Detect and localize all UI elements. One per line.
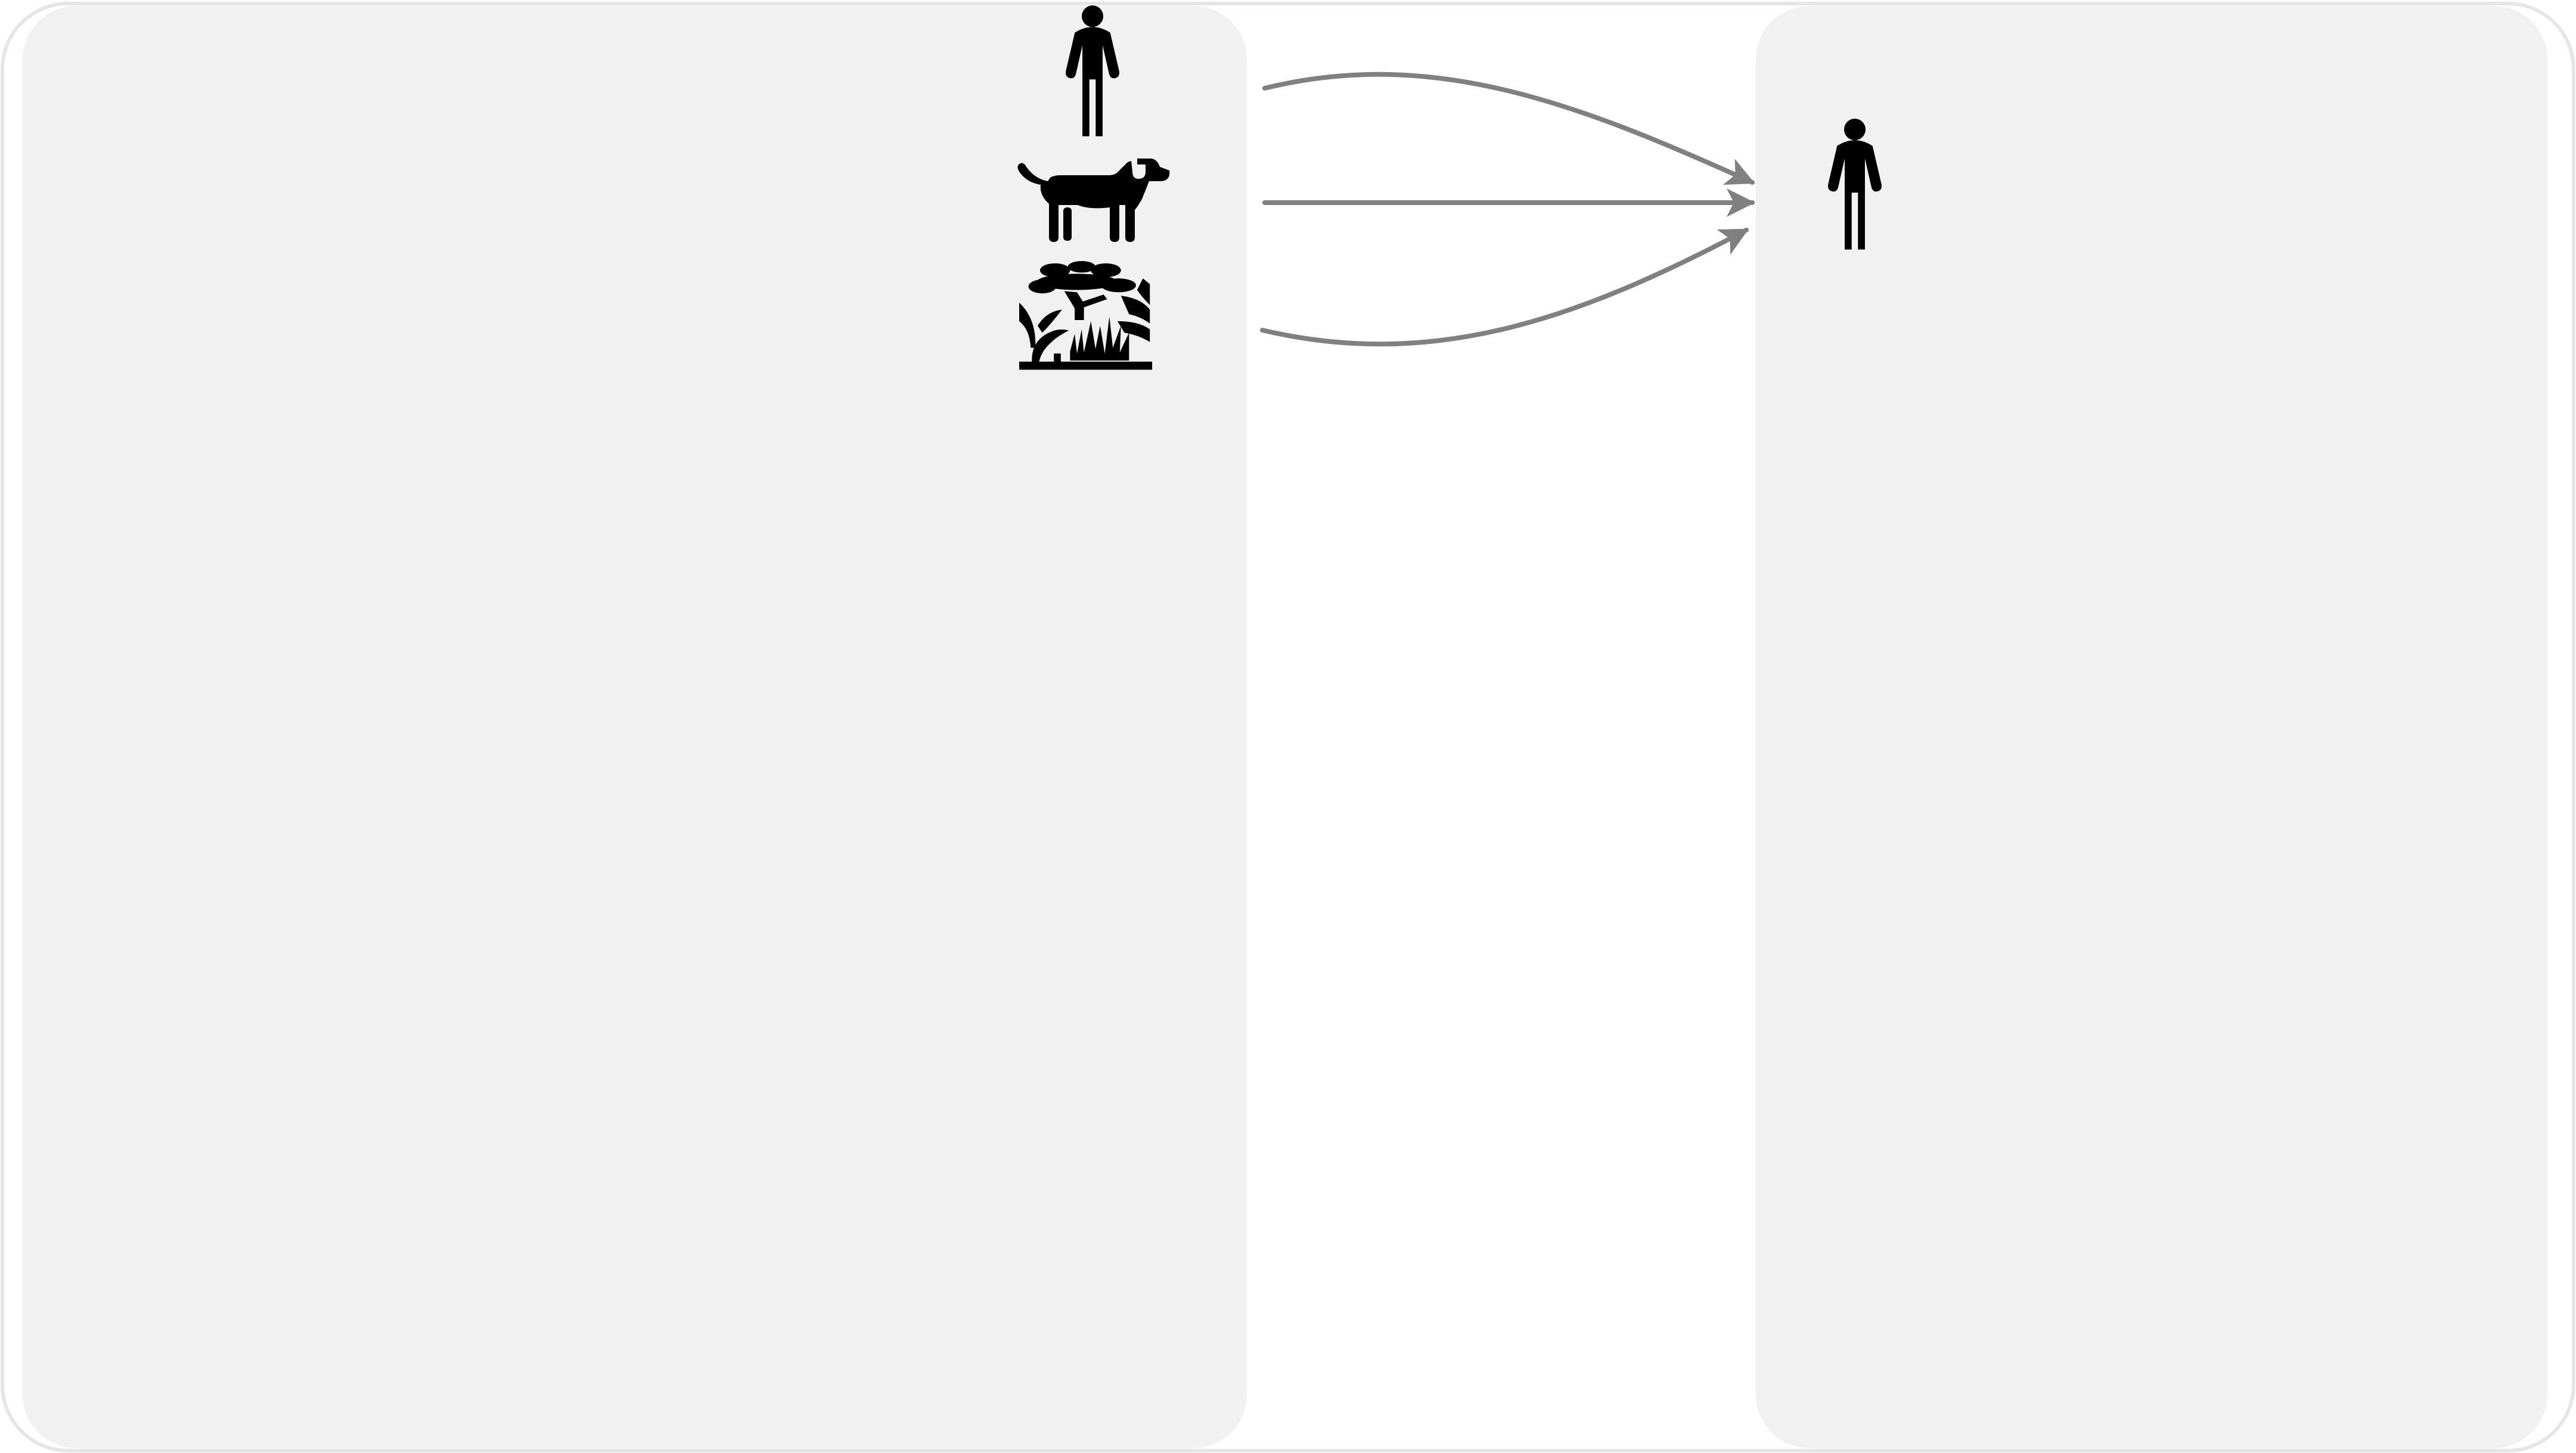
- left-panel: [23, 6, 1247, 1448]
- arrow-person-to-person: [1262, 72, 1755, 185]
- right-panel: [1756, 6, 2547, 1448]
- arrow-savanna-to-person: [1260, 228, 1749, 347]
